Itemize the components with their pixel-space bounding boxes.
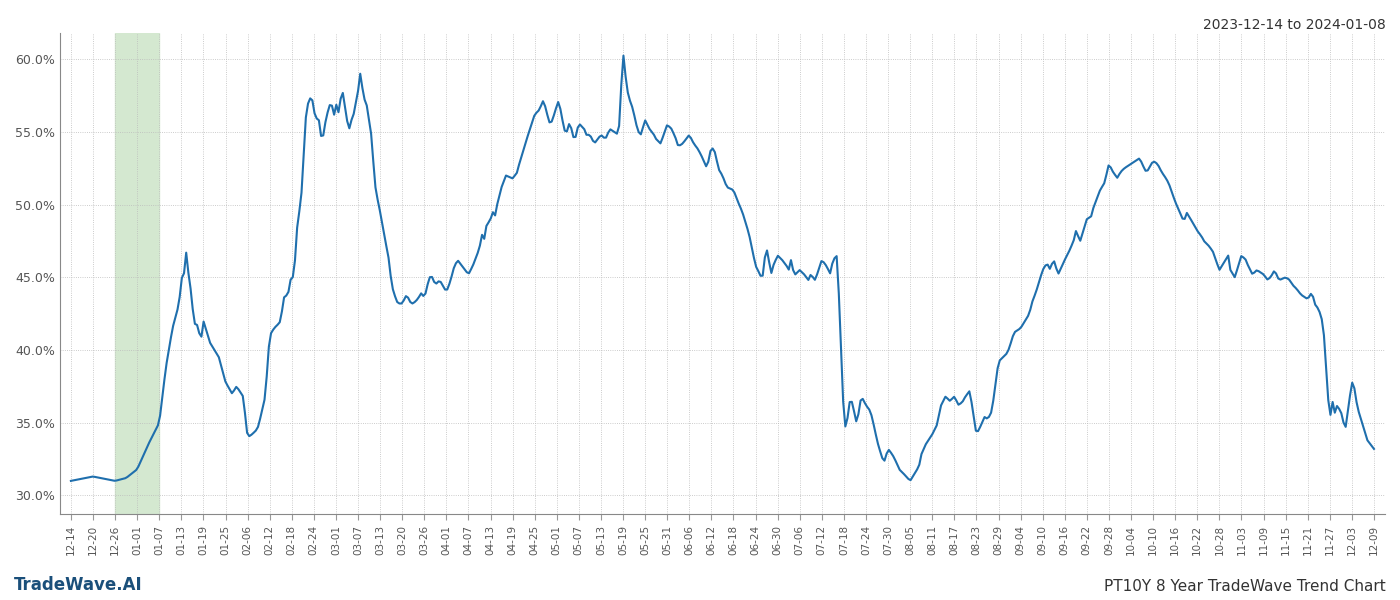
Text: 2023-12-14 to 2024-01-08: 2023-12-14 to 2024-01-08	[1203, 18, 1386, 32]
Text: PT10Y 8 Year TradeWave Trend Chart: PT10Y 8 Year TradeWave Trend Chart	[1105, 579, 1386, 594]
Text: TradeWave.AI: TradeWave.AI	[14, 576, 143, 594]
Bar	[115, 33, 160, 514]
